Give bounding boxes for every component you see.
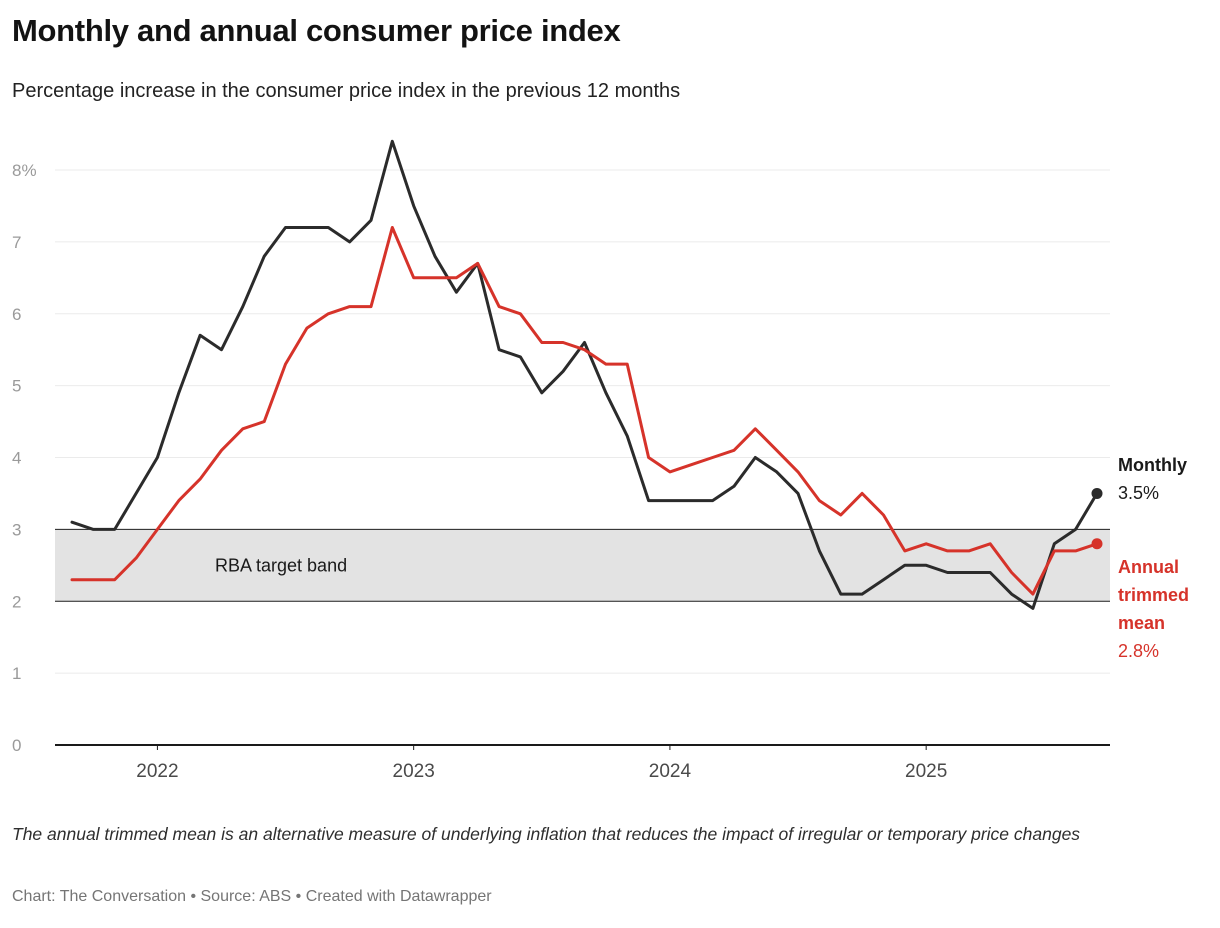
chart-byline: Chart: The Conversation • Source: ABS • … — [12, 888, 492, 905]
y-tick-label: 4 — [12, 449, 21, 468]
series-label-trimmed-mean-value: 2.8% — [1118, 641, 1160, 661]
chart-footnote: The annual trimmed mean is an alternativ… — [12, 824, 1081, 844]
cpi-line-chart: RBA target band 2022 2023 2024 2025 0 1 2 3 4 5 6 7 8… — [12, 139, 1110, 782]
x-tick-label: 2023 — [393, 761, 435, 782]
y-tick-label: 7 — [12, 233, 21, 252]
x-tick-label: 2022 — [136, 761, 178, 782]
series-line-monthly — [70, 139, 1099, 610]
y-tick-label: 0 — [12, 736, 21, 755]
chart-title: Monthly and annual consumer price index — [12, 13, 621, 48]
series-line-annual-trimmed-mean — [70, 226, 1099, 596]
series-label-trimmed-mean-name: Annual trimmed mean — [1118, 557, 1190, 633]
y-tick-label: 1 — [12, 664, 21, 683]
target-band-label: RBA target band — [215, 555, 347, 575]
series-label-monthly-name: Monthly — [1118, 455, 1187, 475]
x-tick-label: 2024 — [649, 761, 692, 782]
y-tick-label: 8% — [12, 161, 37, 180]
y-tick-label: 5 — [12, 377, 21, 396]
rba-target-band — [55, 529, 1110, 602]
chart-subtitle: Percentage increase in the consumer pric… — [12, 80, 681, 102]
series-label-trimmed-mean: Annual trimmed mean 2.8% — [1118, 553, 1218, 665]
end-dot-monthly — [1091, 487, 1103, 499]
x-tick-label: 2025 — [905, 761, 947, 782]
end-dot-annual-trimmed-mean — [1091, 538, 1103, 550]
series-label-monthly-value: 3.5% — [1118, 483, 1160, 503]
y-tick-label: 3 — [12, 520, 21, 539]
y-tick-label: 2 — [12, 592, 21, 611]
series-label-monthly: Monthly 3.5% — [1118, 451, 1187, 507]
y-tick-label: 6 — [12, 305, 21, 324]
